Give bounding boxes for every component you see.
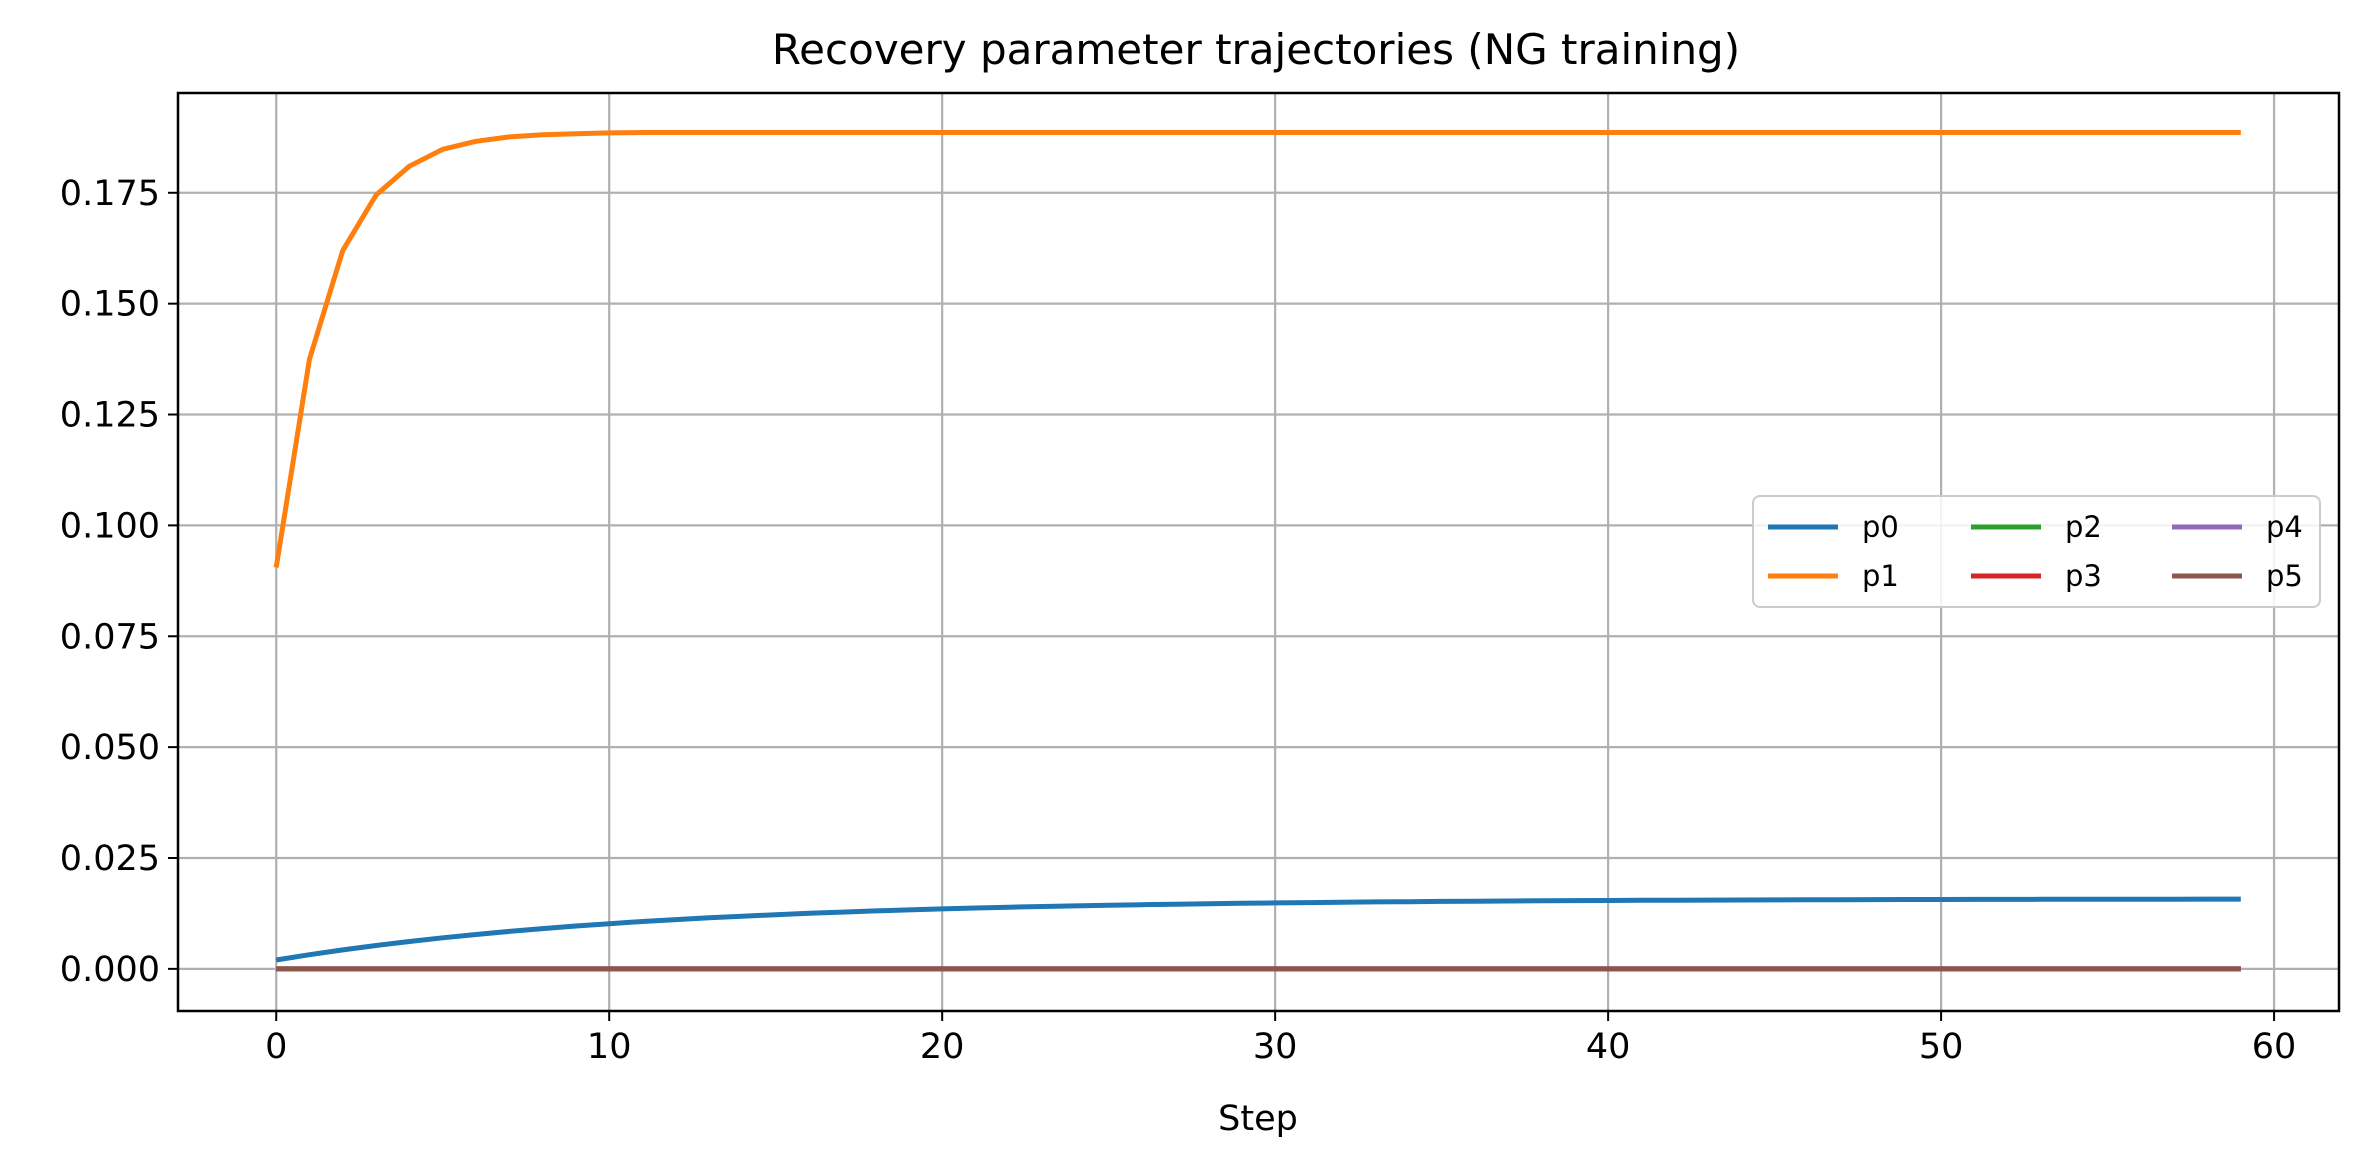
y-tick-label: 0.075	[60, 617, 160, 657]
x-axis: 0 10 20 30 40 50 60	[265, 1011, 2296, 1067]
series-line-p0	[275, 896, 2241, 963]
x-tick-label: 30	[1253, 1027, 1298, 1067]
y-tick-label: 0.150	[60, 285, 160, 325]
y-tick-label: 0.100	[60, 506, 160, 546]
x-tick-label: 20	[920, 1027, 965, 1067]
series-lines	[273, 130, 2241, 972]
series-line-p1	[273, 130, 2241, 568]
legend-label-p1: p1	[1862, 559, 1899, 593]
y-tick-label: 0.175	[60, 174, 160, 214]
x-tick-label: 10	[587, 1027, 632, 1067]
x-tick-label: 40	[1586, 1027, 1631, 1067]
x-tick-label: 50	[1919, 1027, 1964, 1067]
legend-label-p0: p0	[1862, 510, 1899, 544]
y-tick-label: 0.025	[60, 839, 160, 879]
y-axis: 0.000 0.025 0.050 0.075 0.100 0.125 0.150 0.175	[60, 174, 178, 990]
y-tick-label: 0.050	[60, 728, 160, 768]
x-tick-label: 60	[2252, 1027, 2297, 1067]
legend-label-p5: p5	[2266, 559, 2303, 593]
x-axis-label: Step	[1218, 1099, 1298, 1139]
chart-title: Recovery parameter trajectories (NG trai…	[772, 25, 1740, 74]
legend: p0 p1 p2 p3 p4 p5	[1752, 495, 2321, 608]
legend-frame	[1752, 495, 2321, 608]
y-tick-label: 0.000	[60, 950, 160, 990]
y-tick-label: 0.125	[60, 396, 160, 436]
x-tick-label: 0	[265, 1027, 287, 1067]
legend-label-p3: p3	[2065, 559, 2102, 593]
grid	[178, 93, 2339, 1011]
legend-label-p4: p4	[2266, 510, 2303, 544]
legend-label-p2: p2	[2065, 510, 2102, 544]
plot-frame	[176, 91, 2341, 1013]
